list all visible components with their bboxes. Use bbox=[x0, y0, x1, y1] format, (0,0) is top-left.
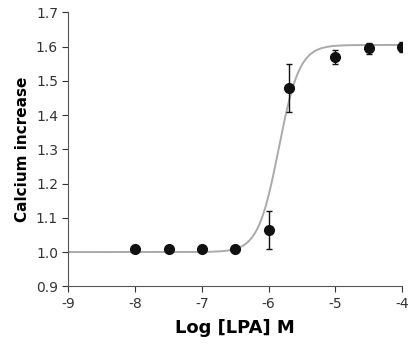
Y-axis label: Calcium increase: Calcium increase bbox=[15, 77, 30, 222]
X-axis label: Log [LPA] M: Log [LPA] M bbox=[176, 319, 295, 337]
